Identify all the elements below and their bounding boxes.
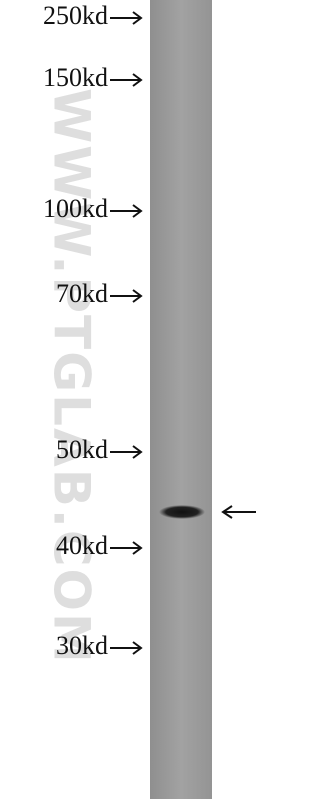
marker-label: 40kd: [56, 531, 108, 560]
protein-band: [159, 505, 205, 519]
watermark: WWW.PTGLAB.COM: [43, 88, 101, 665]
marker-label: 50kd: [56, 435, 108, 464]
marker-label: 30kd: [56, 631, 108, 660]
marker-label: 150kd: [43, 63, 108, 92]
marker-arrow: [110, 289, 143, 303]
marker-label: 250kd: [43, 1, 108, 30]
marker-arrow: [110, 541, 143, 555]
marker-arrow: [110, 445, 143, 459]
marker-group: 250kd 150kd 100kd 70kd 50kd 40kd 30kd: [43, 1, 143, 660]
marker-arrow: [110, 11, 143, 25]
marker-arrow: [110, 73, 143, 87]
marker-arrow: [110, 204, 143, 218]
band-arrow: [221, 505, 256, 519]
blot-figure: WWW.PTGLAB.COM 250kd 150kd 100kd 70kd 50kd 40…: [43, 0, 256, 799]
marker-label: 100kd: [43, 194, 108, 223]
marker-label: 70kd: [56, 279, 108, 308]
marker-arrow: [110, 641, 143, 655]
gel-lane: [150, 0, 212, 799]
